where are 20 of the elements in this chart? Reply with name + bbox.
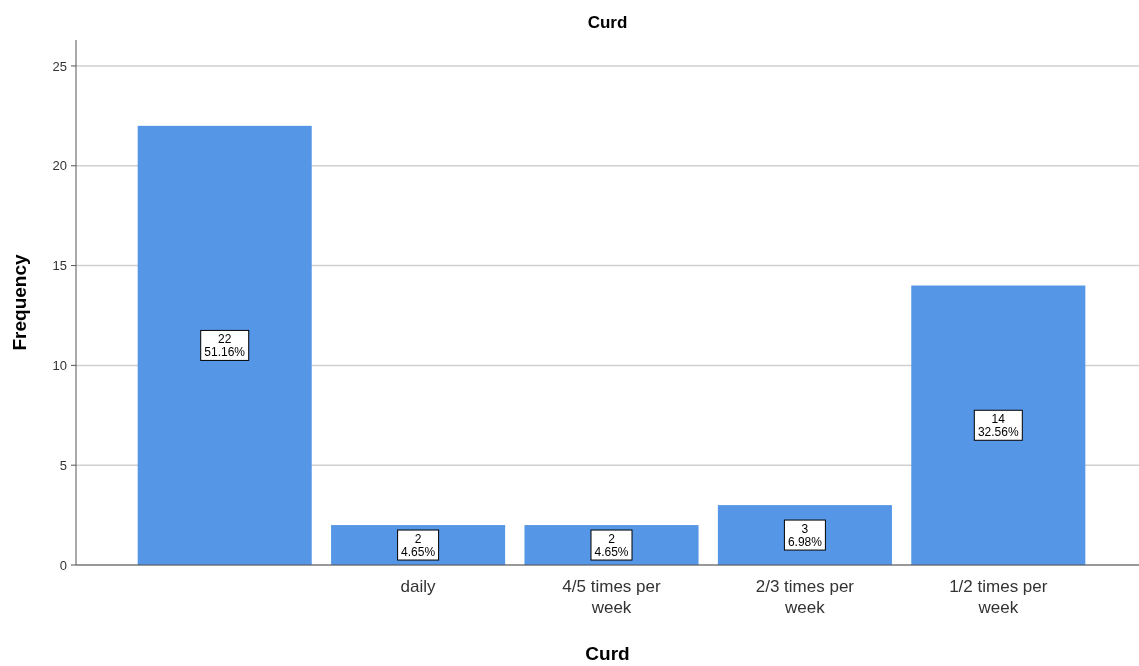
data-label: 2 4.65%	[594, 532, 629, 560]
bar	[137, 125, 312, 565]
data-label: 3 6.98%	[787, 522, 823, 550]
chart-title: Curd	[587, 13, 628, 32]
data-label: 2 4.65%	[401, 532, 436, 560]
data-label: 14 32.56%	[977, 412, 1019, 440]
x-tick-label: daily	[400, 577, 437, 596]
y-tick-label: 15	[52, 258, 67, 274]
y-tick-label: 5	[59, 457, 67, 473]
x-axis-title: Curd	[585, 643, 630, 664]
y-tick-label: 25	[52, 58, 67, 74]
y-tick-label: 20	[52, 158, 67, 174]
data-label: 22 51.16%	[204, 332, 246, 360]
y-axis-title: Frequency	[9, 254, 30, 351]
x-tick-label: 1/2 times per week	[949, 577, 1048, 617]
x-tick-label: 2/3 times per week	[755, 577, 855, 617]
x-tick-label: 4/5 times per week	[562, 577, 661, 617]
y-tick-label: 10	[52, 357, 67, 373]
bar	[911, 285, 1086, 565]
y-tick-label: 0	[59, 557, 67, 573]
